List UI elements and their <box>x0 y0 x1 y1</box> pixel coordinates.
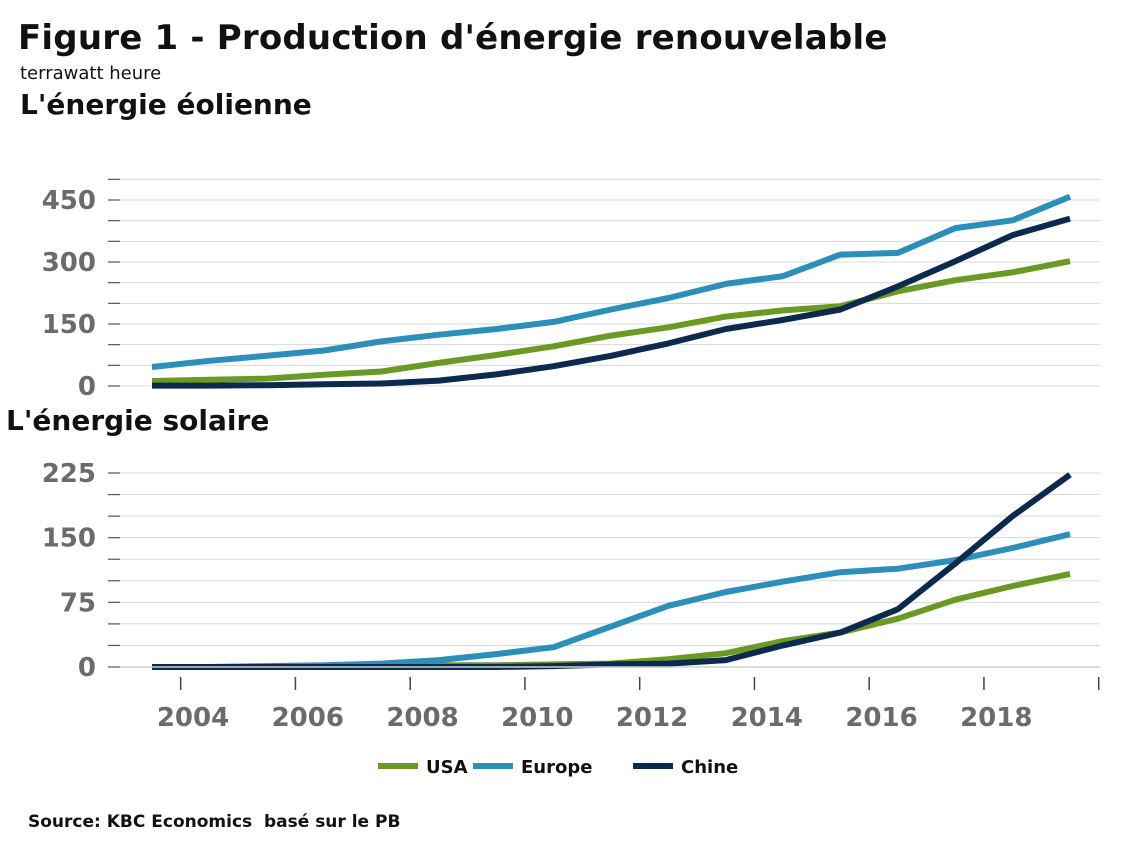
x-tick-label: 2018 <box>960 703 1032 733</box>
y-tick-label: 300 <box>42 248 96 278</box>
x-tick-label: 2006 <box>272 703 344 733</box>
x-tick-label: 2016 <box>845 703 917 733</box>
x-tick-label: 2014 <box>731 703 803 733</box>
x-tick-label: 2008 <box>386 703 458 733</box>
x-tick-label: 2004 <box>157 703 229 733</box>
y-tick-label: 0 <box>78 372 96 402</box>
legend-label-chine: Chine <box>681 757 738 778</box>
x-tick-label: 2012 <box>616 703 688 733</box>
series-line-usa <box>151 258 1071 384</box>
y-tick-label: 0 <box>78 653 96 683</box>
source-note: Source: KBC Economics basé sur le PB <box>28 812 401 832</box>
wind-chart-title: L'énergie éolienne <box>20 88 312 121</box>
legend-label-europe: Europe <box>521 757 592 778</box>
series-line-chine <box>152 472 1072 670</box>
series-line-usa <box>152 570 1071 670</box>
y-tick-label: 450 <box>42 186 96 216</box>
series-line-europe <box>152 531 1071 670</box>
y-tick-label: 225 <box>42 459 96 489</box>
solar-chart-title: L'énergie solaire <box>6 404 270 437</box>
figure-title: Figure 1 - Production d'énergie renouvel… <box>18 18 888 58</box>
series-line-chine <box>152 215 1071 389</box>
y-tick-label: 150 <box>42 524 96 554</box>
x-tick-label: 2010 <box>501 703 573 733</box>
unit-label: terrawatt heure <box>20 63 162 84</box>
legend-label-usa: USA <box>426 757 468 778</box>
series-line-europe <box>151 193 1072 370</box>
y-tick-label: 150 <box>42 310 96 340</box>
y-tick-label: 75 <box>60 588 96 618</box>
